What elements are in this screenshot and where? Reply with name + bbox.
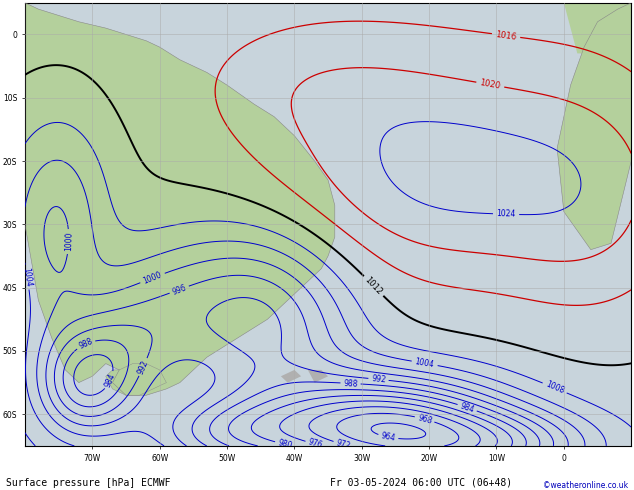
Polygon shape xyxy=(65,351,79,364)
Text: ©weatheronline.co.uk: ©weatheronline.co.uk xyxy=(543,481,628,490)
Text: 980: 980 xyxy=(277,438,293,450)
Text: 1008: 1008 xyxy=(544,380,566,396)
Polygon shape xyxy=(25,3,335,395)
Text: 984: 984 xyxy=(103,372,117,389)
Polygon shape xyxy=(564,3,631,53)
Polygon shape xyxy=(308,370,328,383)
Polygon shape xyxy=(281,370,301,383)
Text: 972: 972 xyxy=(335,438,351,451)
Text: 976: 976 xyxy=(307,438,323,450)
Text: 992: 992 xyxy=(136,359,150,375)
Text: 1000: 1000 xyxy=(64,232,74,251)
Text: 1004: 1004 xyxy=(21,267,33,287)
Text: 1024: 1024 xyxy=(496,209,516,219)
Text: 964: 964 xyxy=(380,431,396,443)
Text: 984: 984 xyxy=(459,401,476,414)
Text: 988: 988 xyxy=(343,379,358,388)
Text: Surface pressure [hPa] ECMWF: Surface pressure [hPa] ECMWF xyxy=(6,478,171,488)
Text: 992: 992 xyxy=(371,374,386,385)
Text: 1020: 1020 xyxy=(479,78,501,91)
Text: 1004: 1004 xyxy=(415,357,435,369)
Text: 988: 988 xyxy=(77,337,94,351)
Polygon shape xyxy=(557,3,631,250)
Text: 1012: 1012 xyxy=(363,275,384,297)
Text: 1000: 1000 xyxy=(142,270,163,286)
Polygon shape xyxy=(106,364,166,395)
Text: 968: 968 xyxy=(417,413,433,425)
Text: 1016: 1016 xyxy=(495,30,517,42)
Text: Fr 03-05-2024 06:00 UTC (06+48): Fr 03-05-2024 06:00 UTC (06+48) xyxy=(330,478,512,488)
Text: 996: 996 xyxy=(171,283,188,296)
